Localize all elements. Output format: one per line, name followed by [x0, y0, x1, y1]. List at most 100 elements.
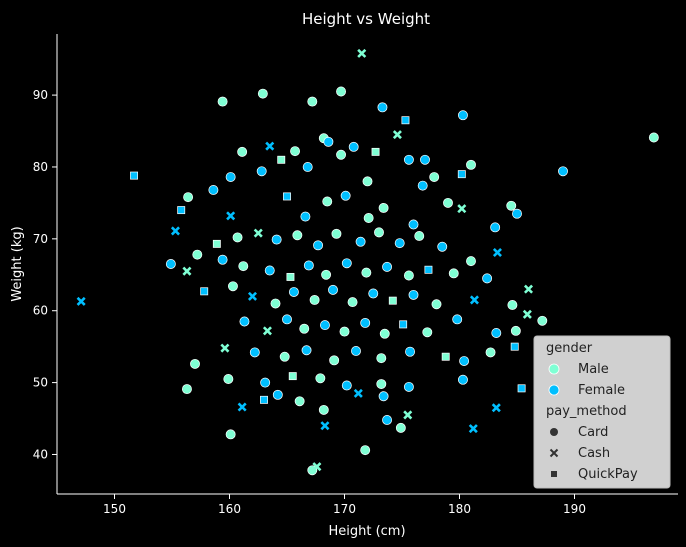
data-point-female-card: [377, 102, 388, 113]
data-point-female-cash: [76, 296, 86, 306]
data-point-male-card: [290, 146, 300, 157]
data-point-female-quickpay: [200, 287, 209, 296]
data-point-female-card: [558, 166, 568, 177]
data-point-female-card: [403, 381, 414, 392]
data-point-female-card: [512, 208, 522, 219]
data-point-female-cash: [237, 402, 247, 412]
legend-male-label: Male: [578, 362, 609, 377]
y-tick-label: 40: [33, 447, 48, 461]
data-point-female-card: [378, 391, 389, 402]
data-point-female-card: [301, 345, 312, 356]
data-point-female-card: [341, 380, 352, 391]
data-point-female-cash: [353, 388, 363, 398]
legend-quickpay-label: QuickPay: [578, 467, 638, 482]
y-axis-label: Weight (kg): [10, 226, 25, 301]
data-point-female-card: [303, 260, 314, 271]
data-point-male-cash: [253, 228, 263, 238]
data-point-male-quickpay: [388, 296, 397, 305]
x-tick-label: 170: [333, 502, 356, 516]
legend-hue-title: gender: [546, 341, 593, 356]
y-axis-ticks: 40 50 60 70 80 90: [33, 88, 57, 461]
data-point-female-card: [420, 154, 430, 165]
data-point-male-cash: [182, 266, 192, 276]
data-point-female-card: [323, 136, 334, 147]
data-point-male-cash: [522, 309, 532, 319]
data-point-female-cash: [469, 295, 479, 305]
y-tick-label: 90: [33, 88, 48, 102]
data-point-male-card: [232, 232, 243, 243]
data-point-female-card: [403, 154, 414, 165]
data-point-male-card: [429, 172, 440, 182]
data-point-male-card: [466, 256, 476, 267]
data-point-female-quickpay: [177, 206, 186, 215]
data-point-male-card: [223, 374, 234, 384]
legend-style-title: pay_method: [546, 404, 627, 419]
data-point-female-quickpay: [510, 342, 519, 351]
data-point-male-card: [395, 422, 406, 433]
data-point-male-card: [322, 196, 333, 207]
data-point-male-card: [294, 396, 305, 407]
x-axis-ticks: 150 160 170 180 190: [103, 494, 586, 516]
data-point-male-cash: [523, 284, 534, 294]
data-point-female-cash: [468, 424, 478, 434]
legend-cash-marker: [549, 448, 559, 458]
data-point-male-card: [329, 355, 340, 366]
data-point-male-quickpay: [286, 272, 295, 281]
data-point-female-card: [482, 273, 493, 284]
legend-male-marker: [548, 363, 560, 375]
data-point-male-card: [361, 267, 372, 278]
data-point-male-card: [506, 200, 517, 211]
data-point-male-cash: [403, 410, 413, 420]
data-point-female-cash: [491, 403, 501, 413]
data-point-male-card: [360, 445, 371, 456]
data-point-female-quickpay: [283, 192, 291, 201]
data-point-male-card: [237, 146, 248, 157]
data-point-male-card: [448, 268, 459, 279]
data-point-male-card: [362, 176, 373, 187]
data-point-male-quickpay: [212, 239, 221, 248]
data-point-female-card: [271, 234, 282, 245]
data-point-male-card: [537, 315, 548, 326]
data-point-female-cash: [492, 247, 502, 258]
data-point-male-card: [648, 132, 659, 143]
data-point-male-card: [192, 249, 203, 260]
data-point-female-quickpay: [399, 320, 408, 329]
legend-female-label: Female: [578, 383, 625, 398]
y-tick-label: 60: [33, 304, 48, 318]
data-point-female-card: [360, 317, 371, 328]
x-tick-label: 190: [563, 502, 586, 516]
data-point-female-card: [437, 241, 448, 252]
data-point-female-card: [208, 185, 219, 195]
data-point-female-card: [408, 219, 419, 230]
data-point-female-card: [256, 166, 267, 177]
x-tick-label: 180: [448, 502, 471, 516]
data-point-male-card: [466, 159, 476, 170]
data-point-female-card: [405, 346, 415, 357]
data-point-male-card: [257, 88, 268, 99]
data-point-male-card: [315, 373, 326, 384]
y-tick-label: 50: [33, 376, 48, 390]
data-point-female-cash: [265, 141, 275, 151]
data-point-male-card: [414, 231, 425, 241]
data-point-female-card: [417, 180, 428, 191]
data-point-male-card: [321, 269, 332, 280]
data-point-male-card: [510, 325, 521, 336]
data-point-female-card: [368, 288, 379, 299]
data-point-male-cash: [457, 204, 467, 214]
legend-box: [533, 335, 671, 489]
legend-cash-label: Cash: [578, 446, 610, 461]
data-point-male-card: [374, 227, 384, 238]
data-point-male-card: [217, 96, 228, 107]
data-point-female-card: [302, 162, 313, 172]
data-point-male-card: [507, 300, 518, 310]
data-point-male-card: [181, 384, 192, 395]
data-point-female-card: [458, 374, 468, 385]
data-point-male-card: [403, 270, 414, 281]
data-point-female-card: [394, 238, 405, 249]
legend-quickpay-marker: [551, 471, 557, 477]
data-point-female-card: [239, 316, 250, 327]
data-point-female-card: [300, 211, 311, 222]
y-tick-label: 70: [33, 232, 48, 246]
data-point-male-card: [190, 358, 200, 369]
